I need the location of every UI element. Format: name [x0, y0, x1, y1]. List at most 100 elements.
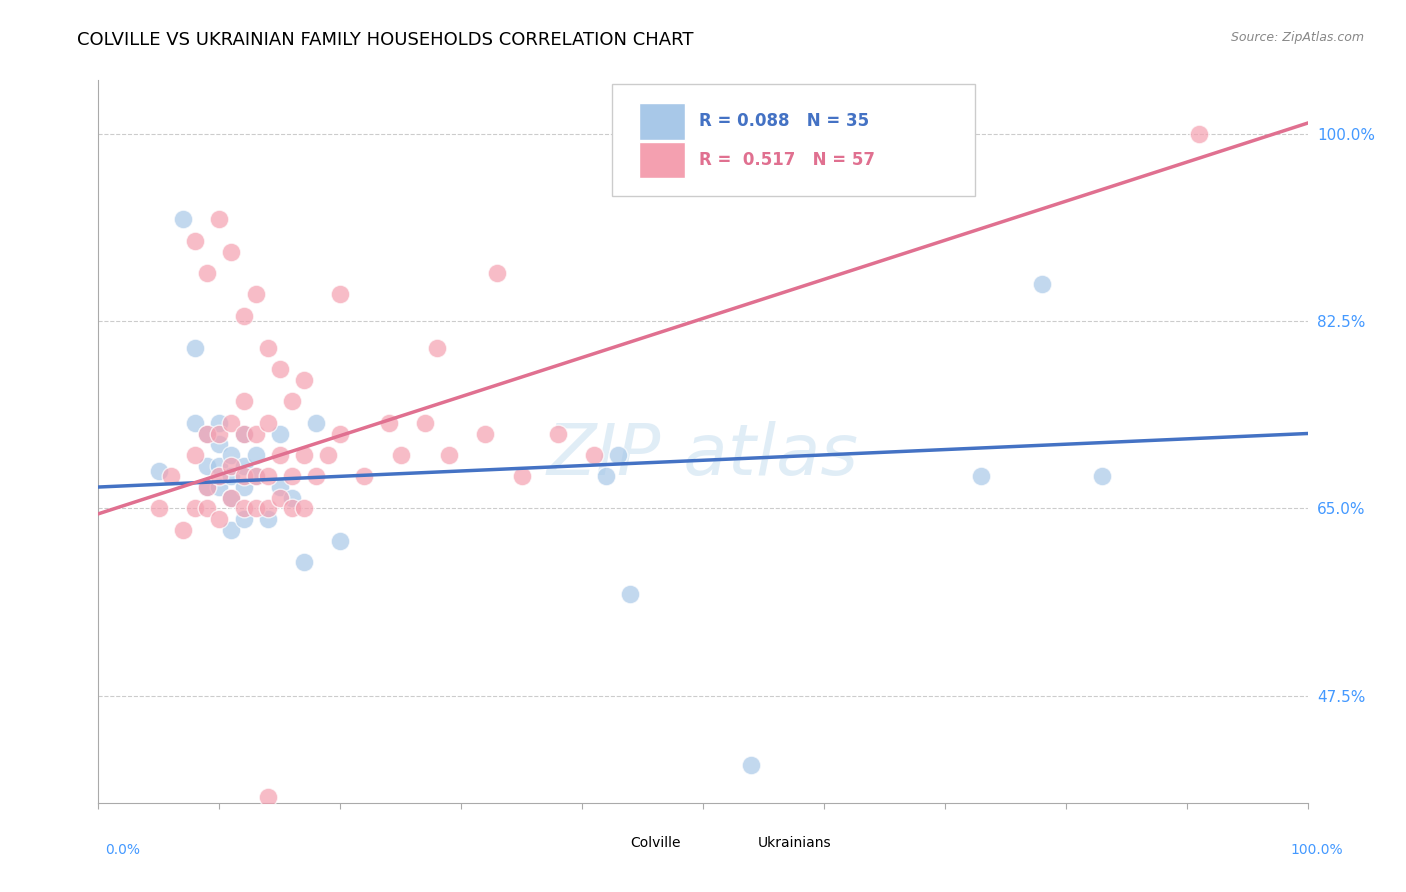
FancyBboxPatch shape	[595, 828, 621, 857]
Point	[232, 469, 254, 483]
Point	[232, 426, 254, 441]
Point	[256, 416, 278, 430]
Point	[148, 501, 170, 516]
Point	[281, 469, 304, 483]
Point	[195, 480, 218, 494]
Point	[269, 491, 291, 505]
Point	[281, 491, 304, 505]
Point	[292, 373, 315, 387]
Point	[208, 480, 231, 494]
FancyBboxPatch shape	[638, 142, 685, 178]
Point	[281, 394, 304, 409]
Point	[245, 448, 267, 462]
Point	[208, 437, 231, 451]
Point	[256, 469, 278, 483]
Text: COLVILLE VS UKRAINIAN FAMILY HOUSEHOLDS CORRELATION CHART: COLVILLE VS UKRAINIAN FAMILY HOUSEHOLDS …	[77, 31, 693, 49]
Point	[474, 426, 496, 441]
Point	[305, 416, 328, 430]
Text: R = 0.088   N = 35: R = 0.088 N = 35	[699, 112, 869, 130]
Point	[269, 480, 291, 494]
Point	[740, 758, 762, 772]
Point	[389, 448, 412, 462]
Point	[172, 523, 194, 537]
Point	[208, 458, 231, 473]
Point	[269, 426, 291, 441]
Point	[619, 587, 641, 601]
Point	[184, 341, 207, 355]
Point	[256, 341, 278, 355]
Point	[292, 555, 315, 569]
Point	[292, 448, 315, 462]
Point	[486, 266, 509, 280]
FancyBboxPatch shape	[638, 103, 685, 139]
Text: 100.0%: 100.0%	[1291, 843, 1343, 857]
Point	[1188, 127, 1211, 141]
Point	[208, 426, 231, 441]
Point	[195, 426, 218, 441]
Point	[232, 309, 254, 323]
Point	[221, 416, 243, 430]
Point	[232, 426, 254, 441]
Point	[256, 501, 278, 516]
Point	[221, 244, 243, 259]
Point	[970, 469, 993, 483]
Point	[221, 458, 243, 473]
Point	[221, 523, 243, 537]
Point	[1091, 469, 1114, 483]
Point	[184, 448, 207, 462]
Point	[316, 448, 339, 462]
Point	[281, 501, 304, 516]
Point	[232, 480, 254, 494]
Point	[208, 212, 231, 227]
Point	[184, 234, 207, 248]
Point	[426, 341, 449, 355]
Text: ZIP atlas: ZIP atlas	[547, 422, 859, 491]
Point	[353, 469, 375, 483]
Point	[269, 448, 291, 462]
Point	[195, 480, 218, 494]
Point	[172, 212, 194, 227]
Point	[305, 469, 328, 483]
Point	[292, 501, 315, 516]
Point	[232, 458, 254, 473]
Point	[221, 448, 243, 462]
Point	[232, 512, 254, 526]
Point	[148, 464, 170, 478]
Point	[208, 512, 231, 526]
Point	[256, 790, 278, 805]
Point	[269, 362, 291, 376]
Point	[329, 426, 352, 441]
Point	[232, 501, 254, 516]
Point	[413, 416, 436, 430]
Point	[245, 501, 267, 516]
Point	[245, 469, 267, 483]
Point	[195, 458, 218, 473]
Point	[184, 416, 207, 430]
Text: R =  0.517   N = 57: R = 0.517 N = 57	[699, 151, 876, 169]
Point	[245, 287, 267, 301]
FancyBboxPatch shape	[613, 84, 976, 196]
Text: Colville: Colville	[630, 836, 681, 849]
Point	[1031, 277, 1053, 291]
Point	[510, 469, 533, 483]
Point	[208, 469, 231, 483]
Point	[232, 394, 254, 409]
Point	[547, 426, 569, 441]
Point	[437, 448, 460, 462]
Point	[245, 469, 267, 483]
Point	[195, 426, 218, 441]
Point	[221, 469, 243, 483]
Point	[256, 512, 278, 526]
Text: Source: ZipAtlas.com: Source: ZipAtlas.com	[1230, 31, 1364, 45]
Point	[184, 501, 207, 516]
Point	[195, 501, 218, 516]
Point	[221, 491, 243, 505]
Point	[195, 266, 218, 280]
FancyBboxPatch shape	[721, 828, 748, 857]
Point	[329, 533, 352, 548]
Point	[221, 491, 243, 505]
Point	[160, 469, 183, 483]
Point	[245, 426, 267, 441]
Point	[607, 448, 630, 462]
Text: Ukrainians: Ukrainians	[758, 836, 831, 849]
